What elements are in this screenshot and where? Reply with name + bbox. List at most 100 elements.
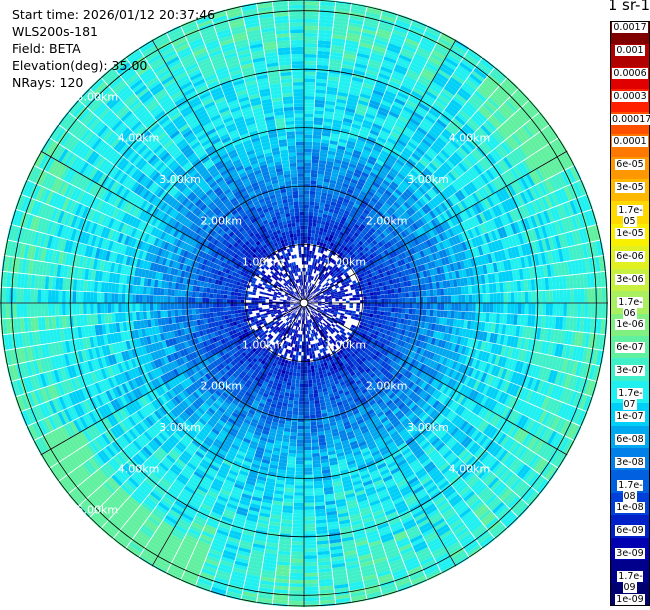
ppi-range-gate	[315, 82, 327, 87]
ppi-range-gate	[319, 242, 324, 247]
ppi-range-gate	[417, 126, 428, 136]
ppi-range-gate	[426, 309, 431, 316]
ppi-range-gate	[304, 36, 318, 41]
ppi-range-gate	[388, 134, 399, 142]
ppi-range-gate	[304, 579, 319, 584]
ppi-range-gate	[399, 51, 414, 60]
ppi-range-gate	[387, 311, 392, 317]
ppi-range-gate	[566, 289, 571, 303]
ppi-range-gate	[291, 418, 298, 423]
ppi-range-gate	[363, 116, 375, 123]
ppi-range-gate	[304, 569, 318, 574]
ppi-range-gate	[375, 159, 385, 167]
ppi-range-gate	[343, 272, 349, 277]
ppi-range-gate	[423, 296, 427, 303]
ppi-range-gate	[485, 77, 499, 89]
ppi-range-gate	[466, 50, 481, 62]
ppi-range-gate	[297, 418, 304, 423]
ppi-range-gate	[362, 25, 378, 32]
ppi-range-gate	[309, 286, 312, 291]
ppi-range-gate	[396, 60, 410, 69]
ppi-range-gate	[426, 212, 434, 221]
ppi-range-gate	[370, 299, 375, 303]
ppi-range-gate	[317, 57, 330, 63]
ppi-range-gate	[377, 299, 382, 303]
ppi-range-gate	[456, 112, 468, 123]
ppi-range-gate	[356, 253, 362, 259]
ppi-range-gate	[343, 50, 357, 56]
ppi-range-gate	[390, 36, 405, 45]
ppi-range-gate	[304, 373, 308, 377]
ppi-range-gate	[328, 143, 338, 149]
ppi-range-gate	[326, 214, 332, 220]
ppi-range-gate	[355, 165, 364, 172]
ppi-range-gate	[371, 168, 380, 176]
ppi-range-gate	[384, 307, 389, 312]
ppi-range-gate	[573, 289, 578, 303]
ppi-range-gate	[325, 244, 330, 249]
ppi-range-gate	[424, 30, 439, 41]
ppi-range-gate	[289, 439, 297, 444]
ppi-range-gate	[393, 145, 404, 153]
ppi-range-gate	[304, 513, 315, 517]
ppi-range-gate	[304, 348, 307, 353]
ppi-range-gate	[388, 154, 398, 162]
ppi-range-gate	[341, 67, 354, 73]
ppi-range-gate	[400, 203, 409, 212]
ppi-range-gate	[381, 62, 395, 71]
ppi-range-gate	[380, 294, 385, 299]
ppi-range-gate	[409, 303, 413, 309]
ppi-range-gate	[418, 208, 426, 217]
ppi-range-gate	[301, 345, 304, 349]
ppi-range-gate	[304, 380, 309, 384]
ppi-range-gate	[467, 76, 481, 88]
ppi-range-gate	[354, 187, 362, 194]
ppi-range-gate	[468, 285, 473, 295]
ppi-range-gate	[304, 236, 308, 240]
ppi-range-gate	[313, 208, 319, 213]
ppi-range-gate	[311, 449, 320, 454]
ppi-range-gate	[413, 230, 420, 238]
ppi-range-gate	[429, 199, 438, 208]
ppi-range-gate	[409, 117, 421, 127]
ppi-range-gate	[385, 117, 397, 125]
ppi-range-gate	[304, 397, 309, 402]
ppi-range-gate	[495, 313, 501, 324]
ppi-range-gate	[368, 102, 380, 110]
ppi-range-gate	[304, 485, 314, 489]
ppi-range-gate	[332, 280, 337, 284]
ppi-range-gate	[433, 289, 438, 296]
ppi-range-gate	[366, 292, 371, 297]
ppi-range-gate	[396, 118, 408, 127]
ppi-range-gate	[435, 72, 449, 83]
ppi-range-gate	[326, 86, 338, 92]
ppi-range-gate	[304, 18, 319, 23]
ppi-range-gate	[304, 502, 315, 507]
ppi-range-gate	[468, 181, 478, 192]
ppi-range-gate	[376, 310, 381, 315]
ppi-range-gate	[499, 124, 511, 138]
ppi-range-gate	[358, 240, 364, 246]
ppi-range-gate	[358, 256, 364, 262]
ppi-range-gate	[443, 128, 454, 139]
ppi-range-gate	[406, 123, 417, 133]
ppi-range-gate	[304, 208, 309, 212]
ppi-range-gate	[368, 132, 378, 140]
ppi-range-gate	[357, 234, 363, 241]
ppi-range-gate	[308, 225, 312, 230]
ppi-range-gate	[314, 498, 325, 503]
ppi-range-gate	[353, 261, 358, 266]
ppi-range-gate	[292, 414, 298, 419]
ppi-range-gate	[312, 289, 316, 293]
ppi-range-gate	[395, 198, 404, 207]
ppi-range-gate	[427, 59, 441, 69]
ppi-range-gate	[304, 89, 315, 93]
ppi-range-gate	[549, 290, 553, 303]
ppi-range-gate	[342, 213, 349, 219]
ppi-range-gate	[318, 40, 332, 45]
ppi-range-gate	[320, 199, 326, 204]
ppi-range-gate	[468, 294, 473, 303]
ppi-range-gate	[407, 96, 420, 106]
ppi-range-gate	[288, 597, 304, 602]
ppi-range-gate	[395, 242, 402, 249]
